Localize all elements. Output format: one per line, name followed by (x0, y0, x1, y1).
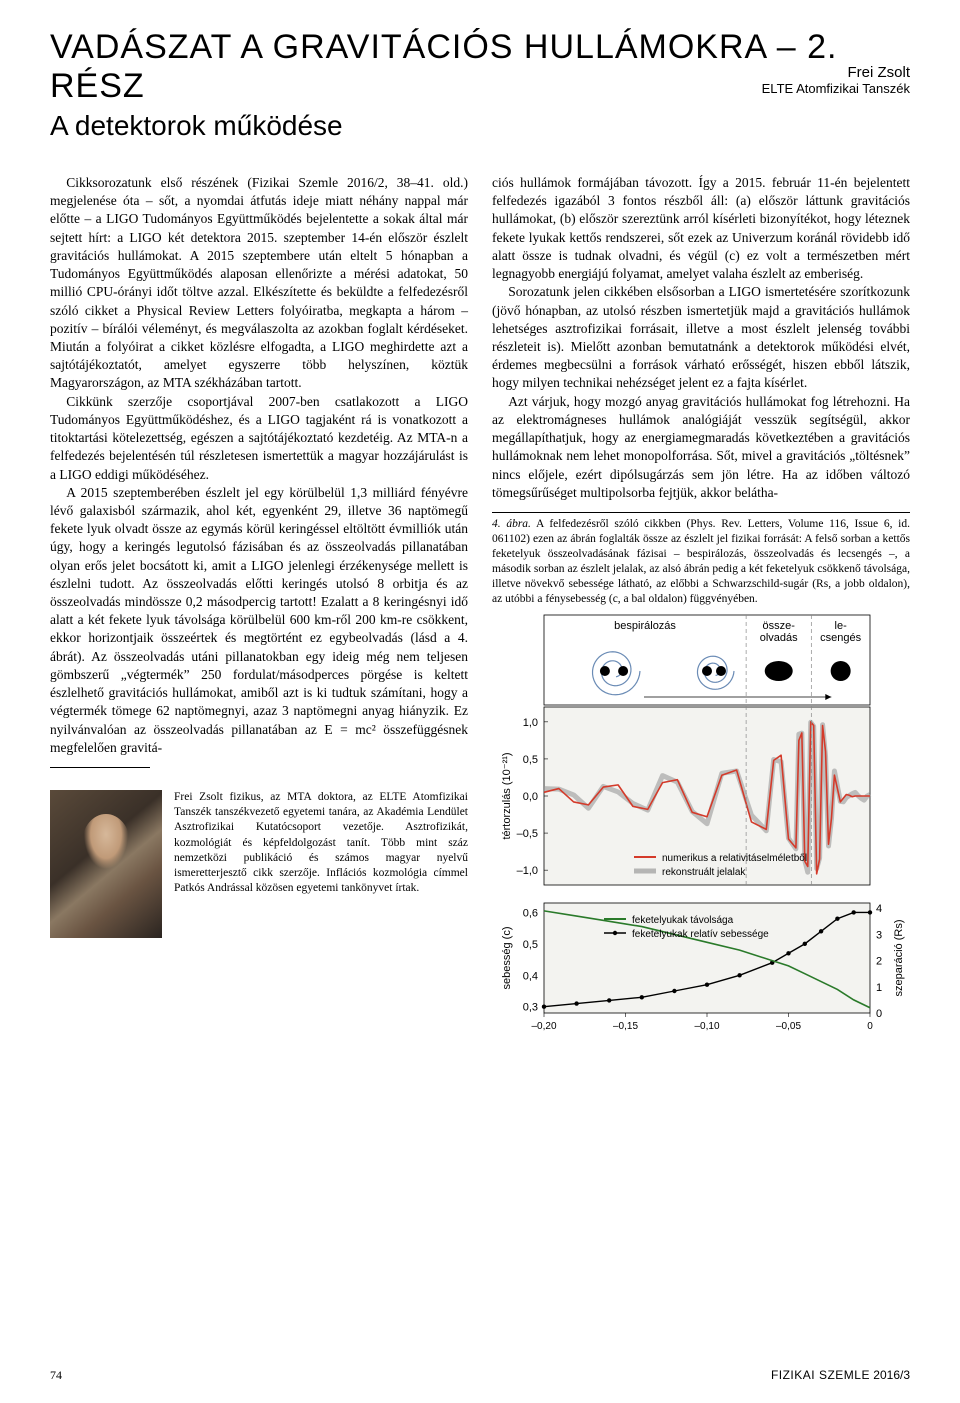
column-left: Cikksorozatunk első részének (Fizikai Sz… (50, 174, 468, 1033)
figure4-caption-lead: 4. ábra. (492, 518, 531, 530)
bio-divider (50, 767, 150, 768)
svg-text:–0,20: –0,20 (531, 1021, 556, 1032)
svg-text:össze-: össze- (763, 620, 796, 632)
col1-para2: Cikkünk szerzője csoportjával 2007-ben c… (50, 393, 468, 484)
author-photo (50, 790, 162, 938)
svg-text:feketelyukak relatív sebessége: feketelyukak relatív sebessége (632, 929, 769, 940)
svg-text:0,5: 0,5 (523, 938, 538, 950)
page-footer: 74 FIZIKAI SZEMLE 2016/3 (50, 1368, 910, 1383)
author-bio-block: Frei Zsolt fizikus, az MTA doktora, az E… (50, 790, 468, 938)
svg-text:olvadás: olvadás (760, 632, 798, 644)
svg-text:le-: le- (835, 620, 848, 632)
svg-text:numerikus a relativitáselmélet: numerikus a relativitáselméletből (662, 853, 807, 864)
col2-para2: Sorozatunk jelen cikkében elsősorban a L… (492, 283, 910, 392)
figure4-caption: 4. ábra. A felfedezésről szóló cikkben (… (492, 512, 910, 607)
col2-para3: Azt várjuk, hogy mozgó anyag gravitációs… (492, 393, 910, 502)
journal-issue: 2016/3 (873, 1368, 910, 1382)
col2-para1: ciós hullámok formájában távozott. Így a… (492, 174, 910, 283)
journal-name: FIZIKAI SZEMLE (771, 1368, 870, 1382)
svg-text:–1,0: –1,0 (517, 865, 538, 877)
svg-text:2: 2 (876, 955, 882, 967)
svg-text:sebesség (c): sebesség (c) (501, 926, 513, 989)
article-subtitle: A detektorok működése (50, 110, 910, 142)
page-number: 74 (50, 1368, 62, 1383)
page-content: VADÁSZAT A GRAVITÁCIÓS HULLÁMOKRA – 2. R… (0, 0, 960, 1057)
svg-text:0,5: 0,5 (523, 753, 538, 765)
svg-text:–0,15: –0,15 (613, 1021, 638, 1032)
figure4-caption-text: A felfedezésről szóló cikkben (Phys. Rev… (492, 518, 910, 605)
svg-text:csengés: csengés (820, 632, 861, 644)
svg-text:1,0: 1,0 (523, 716, 538, 728)
author-block: Frei Zsolt ELTE Atomfizikai Tanszék (762, 64, 910, 96)
svg-text:0,4: 0,4 (523, 970, 538, 982)
svg-text:tértorzulás (10⁻²¹): tértorzulás (10⁻²¹) (501, 752, 513, 839)
svg-text:0,0: 0,0 (523, 791, 538, 803)
svg-text:–0,5: –0,5 (517, 828, 538, 840)
svg-text:feketelyukak távolsága: feketelyukak távolsága (632, 915, 734, 926)
svg-text:–0,05: –0,05 (776, 1021, 801, 1032)
svg-text:0,3: 0,3 (523, 1001, 538, 1013)
two-column-body: Cikksorozatunk első részének (Fizikai Sz… (50, 174, 910, 1033)
column-right: ciós hullámok formájában távozott. Így a… (492, 174, 910, 1033)
figure4-svg: bespirálozás össze-olvadás le-csengés 1,0 0,… (492, 613, 910, 1033)
article-header: VADÁSZAT A GRAVITÁCIÓS HULLÁMOKRA – 2. R… (50, 28, 910, 142)
journal-label: FIZIKAI SZEMLE 2016/3 (771, 1368, 910, 1383)
svg-text:4: 4 (876, 903, 882, 915)
svg-text:bespirálozás: bespirálozás (614, 620, 676, 632)
svg-text:1: 1 (876, 981, 882, 993)
svg-text:–0,10: –0,10 (694, 1021, 719, 1032)
svg-text:rekonstruált jelalak: rekonstruált jelalak (662, 867, 746, 878)
svg-text:0: 0 (876, 1008, 882, 1020)
figure4: bespirálozás össze-olvadás le-csengés 1,0 0,… (492, 613, 910, 1033)
col1-para1: Cikksorozatunk első részének (Fizikai Sz… (50, 174, 468, 393)
svg-text:szeparáció (Rs): szeparáció (Rs) (893, 919, 905, 996)
author-affiliation: ELTE Atomfizikai Tanszék (762, 81, 910, 96)
author-name: Frei Zsolt (762, 64, 910, 81)
author-bio-text: Frei Zsolt fizikus, az MTA doktora, az E… (174, 790, 468, 896)
svg-text:3: 3 (876, 929, 882, 941)
svg-text:0: 0 (867, 1021, 873, 1032)
col1-para3: A 2015 szeptemberében észlelt jel egy kö… (50, 484, 468, 757)
svg-text:0,6: 0,6 (523, 907, 538, 919)
